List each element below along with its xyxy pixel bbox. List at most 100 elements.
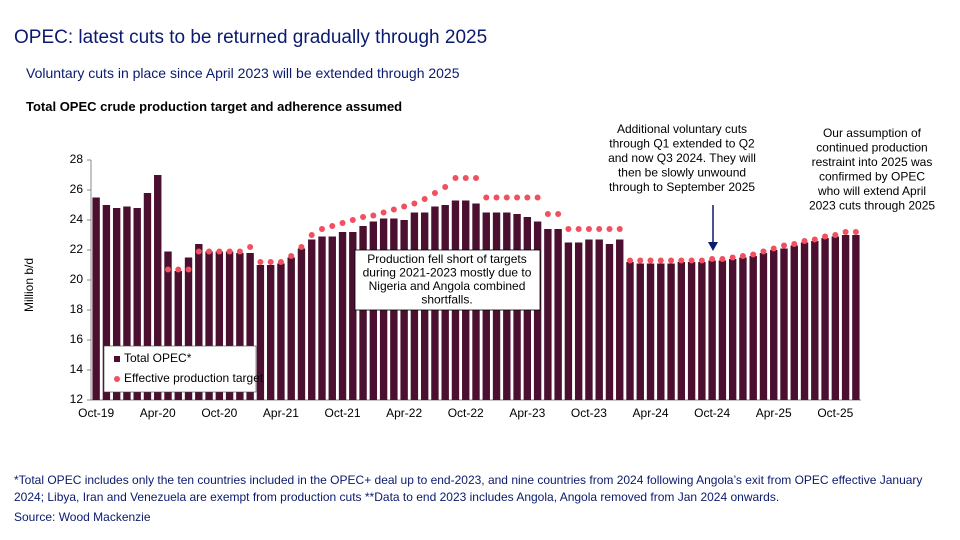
target-dot [729, 254, 736, 261]
annotation-text: 2023 cuts through 2025 [809, 199, 935, 213]
target-dot [555, 211, 562, 217]
target-dot [473, 175, 479, 181]
target-dot [524, 194, 531, 201]
bar [698, 262, 706, 400]
target-dot [195, 248, 202, 255]
target-dot [431, 190, 438, 196]
bar [811, 241, 819, 400]
bar [564, 242, 573, 400]
bar [595, 239, 603, 400]
bar [297, 248, 306, 400]
x-tick-label: Apr-24 [633, 406, 669, 420]
target-dot [277, 259, 284, 265]
target-dot [452, 175, 459, 181]
target-dot [257, 259, 264, 265]
annotation-text: restraint into 2025 was [812, 155, 933, 169]
target-dot [175, 266, 182, 273]
subtitle: Voluntary cuts in place since April 2023… [26, 65, 460, 81]
bar [123, 206, 131, 400]
legend-swatch [114, 376, 120, 382]
target-dot [781, 242, 787, 249]
bar [246, 253, 254, 400]
bar [574, 242, 583, 400]
target-dot [842, 229, 849, 235]
annotation-text: and now Q3 2024. They will [608, 151, 756, 165]
target-dot [380, 209, 387, 216]
bar [92, 197, 100, 400]
bar [605, 244, 614, 400]
target-dot [298, 244, 305, 250]
x-tick-label: Oct-25 [817, 406, 853, 420]
target-dot [709, 256, 716, 262]
bar [215, 251, 224, 400]
bar [770, 250, 778, 400]
bar [728, 259, 737, 400]
target-dot [575, 226, 582, 232]
target-dot [657, 257, 664, 264]
x-tick-label: Apr-20 [140, 406, 176, 420]
bar [790, 245, 798, 400]
x-tick-label: Oct-19 [78, 406, 114, 420]
target-dot [165, 266, 171, 273]
annotation-text: Additional voluntary cuts [617, 122, 747, 136]
annotation-text: through to September 2025 [609, 180, 755, 194]
target-dot [627, 257, 633, 264]
x-tick-label: Apr-22 [386, 406, 422, 420]
target-dot [719, 256, 726, 262]
target-dot [216, 248, 223, 255]
target-dot [852, 229, 859, 235]
target-dot [698, 257, 705, 264]
target-dot [226, 248, 233, 255]
bar [821, 238, 829, 400]
target-dot [616, 226, 623, 232]
target-dot [770, 245, 777, 252]
y-tick-label: 12 [70, 392, 84, 406]
annotation-box [354, 249, 541, 311]
target-dot [514, 194, 521, 201]
target-dot [647, 257, 654, 264]
bar [133, 208, 141, 400]
bar [831, 236, 840, 400]
target-dot [236, 248, 243, 255]
x-tick-label: Apr-23 [509, 406, 545, 420]
annotation-text: then be slowly unwound [618, 166, 746, 180]
bar [225, 251, 234, 400]
bar [708, 260, 716, 400]
annotation-text: Our assumption of [823, 126, 922, 140]
footnote: *Total OPEC includes only the ten countr… [14, 473, 923, 504]
target-dot [462, 175, 469, 181]
x-tick-label: Oct-20 [201, 406, 237, 420]
x-tick-label: Apr-21 [263, 406, 299, 420]
target-dot [370, 212, 377, 219]
bar [154, 175, 162, 400]
y-tick-label: 22 [70, 242, 84, 256]
target-dot [360, 214, 367, 220]
target-dot [493, 194, 500, 201]
bar [369, 221, 378, 400]
annotation-text: who will extend April [817, 184, 926, 198]
bar [780, 248, 788, 400]
x-tick-label: Oct-22 [448, 406, 484, 420]
target-dot [668, 257, 675, 264]
target-dot [750, 251, 757, 258]
bar [533, 221, 542, 400]
source: Source: Wood Mackenzie [14, 510, 151, 524]
bar [266, 265, 275, 400]
bar [626, 262, 634, 400]
bar [164, 251, 172, 400]
annotation-text: confirmed by OPEC [819, 170, 925, 184]
target-dot [606, 226, 613, 232]
bar [677, 262, 686, 400]
bar [112, 208, 121, 400]
target-dot [503, 194, 510, 201]
target-dot [822, 233, 829, 240]
bar [205, 251, 213, 400]
bar [308, 239, 316, 400]
bar [174, 271, 182, 400]
y-tick-label: 20 [70, 272, 84, 286]
bar [687, 262, 696, 400]
annotation-text: during 2021-2023 mostly due to [363, 266, 532, 280]
bar [143, 193, 152, 400]
legend-swatch [114, 356, 120, 362]
